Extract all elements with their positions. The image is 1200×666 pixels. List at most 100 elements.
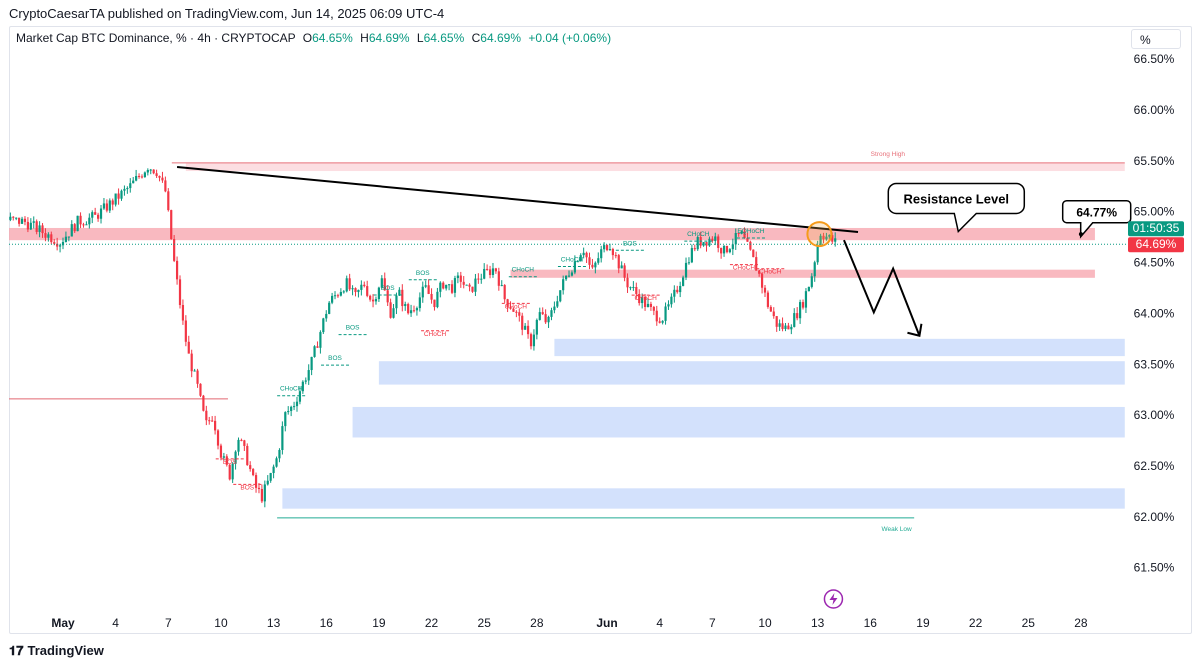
candle-down bbox=[178, 279, 182, 306]
candle-down bbox=[755, 257, 758, 271]
x-tick-label: 25 bbox=[478, 616, 492, 630]
candle-down bbox=[152, 169, 155, 174]
candle-up bbox=[114, 193, 117, 205]
candle-up bbox=[295, 401, 299, 407]
candle-up bbox=[799, 302, 802, 319]
low-label: L bbox=[416, 31, 424, 45]
candle-up bbox=[146, 169, 149, 173]
structure-label: CHoCH bbox=[759, 269, 782, 276]
candle-up bbox=[102, 203, 106, 209]
candle-down bbox=[585, 252, 588, 258]
candle-up bbox=[360, 284, 363, 290]
y-tick-label: 62.00% bbox=[1134, 510, 1175, 524]
candle-up bbox=[88, 217, 91, 225]
candle-up bbox=[143, 172, 146, 178]
candle-down bbox=[693, 248, 696, 250]
candle-up bbox=[67, 236, 70, 238]
x-tick-label: 22 bbox=[425, 616, 439, 630]
supply-zone bbox=[510, 269, 1095, 278]
candle-down bbox=[635, 286, 638, 294]
candle-up bbox=[58, 245, 62, 247]
candle-up bbox=[579, 255, 582, 262]
candle-down bbox=[190, 353, 193, 372]
candle-down bbox=[158, 175, 161, 178]
x-tick-label: 28 bbox=[1074, 616, 1088, 630]
candle-down bbox=[544, 314, 547, 323]
candle-up bbox=[3, 221, 5, 224]
candle-up bbox=[576, 261, 579, 263]
candle-up bbox=[120, 190, 123, 199]
chart-frame[interactable] bbox=[9, 26, 1192, 634]
candle-down bbox=[243, 440, 246, 446]
candle-up bbox=[714, 236, 717, 242]
candle-down bbox=[468, 284, 471, 287]
weak-low-label: Weak Low bbox=[882, 526, 913, 533]
change-value: +0.04 (+0.06%) bbox=[528, 31, 612, 45]
candle-down bbox=[383, 278, 386, 291]
x-tick-label: Jun bbox=[596, 616, 617, 630]
candle-down bbox=[822, 235, 825, 240]
candle-down bbox=[336, 295, 340, 297]
high-value: 64.69% bbox=[368, 31, 410, 45]
structure-label: CHoCH bbox=[687, 231, 710, 238]
candle-up bbox=[550, 310, 553, 317]
candle-up bbox=[76, 215, 79, 232]
candle-down bbox=[796, 313, 799, 319]
candle-down bbox=[459, 275, 462, 282]
candle-up bbox=[64, 236, 68, 242]
low-value: 64.65% bbox=[423, 31, 465, 45]
last-price-text: 64.69% bbox=[1136, 237, 1177, 251]
candle-up bbox=[275, 458, 278, 467]
candle-down bbox=[614, 255, 617, 257]
candle-down bbox=[433, 299, 436, 308]
y-tick-label: 65.00% bbox=[1134, 205, 1175, 219]
candle-up bbox=[641, 296, 644, 304]
candle-down bbox=[26, 221, 29, 230]
candle-down bbox=[401, 289, 404, 307]
open-value: 64.65% bbox=[312, 31, 353, 45]
candle-up bbox=[664, 306, 667, 321]
candle-down bbox=[442, 282, 445, 289]
candle-down bbox=[53, 242, 56, 244]
candle-down bbox=[249, 465, 252, 470]
supply-zone bbox=[185, 162, 1125, 172]
candle-up bbox=[278, 450, 281, 459]
candle-down bbox=[97, 214, 100, 219]
candle-down bbox=[725, 245, 729, 253]
x-tick-label: 4 bbox=[112, 616, 119, 630]
close-label: C bbox=[471, 31, 481, 45]
candle-down bbox=[766, 292, 770, 307]
structure-label: BOS bbox=[328, 355, 342, 362]
candle-up bbox=[474, 278, 477, 292]
candle-up bbox=[301, 381, 304, 392]
structure-label: CHoCH bbox=[505, 303, 528, 310]
candle-down bbox=[477, 278, 480, 280]
symbol-title: Market Cap BTC Dominance, % · 4h · CRYPT… bbox=[16, 31, 296, 45]
candle-up bbox=[696, 236, 699, 250]
x-tick-label: 10 bbox=[758, 616, 772, 630]
candle-down bbox=[105, 203, 108, 211]
candle-down bbox=[219, 445, 223, 458]
candle-down bbox=[173, 239, 176, 261]
candle-up bbox=[600, 249, 603, 259]
candle-up bbox=[313, 346, 316, 357]
candle-down bbox=[758, 270, 761, 274]
candle-down bbox=[202, 395, 205, 411]
candle-up bbox=[325, 313, 328, 319]
y-tick-label: 61.50% bbox=[1134, 561, 1175, 575]
candle-down bbox=[658, 321, 661, 323]
candle-down bbox=[497, 271, 500, 286]
percent-scale-button[interactable]: % bbox=[1131, 29, 1181, 49]
candle-up bbox=[570, 272, 574, 276]
structure-label: CHoCH bbox=[561, 257, 584, 264]
candle-up bbox=[439, 282, 442, 292]
candle-down bbox=[529, 334, 533, 347]
candle-down bbox=[781, 323, 784, 330]
candle-up bbox=[132, 180, 135, 184]
candle-down bbox=[526, 325, 530, 335]
y-tick-label: 63.50% bbox=[1134, 357, 1175, 371]
structure-label: BOS bbox=[240, 484, 254, 491]
candle-up bbox=[491, 268, 495, 275]
candle-up bbox=[404, 304, 407, 307]
